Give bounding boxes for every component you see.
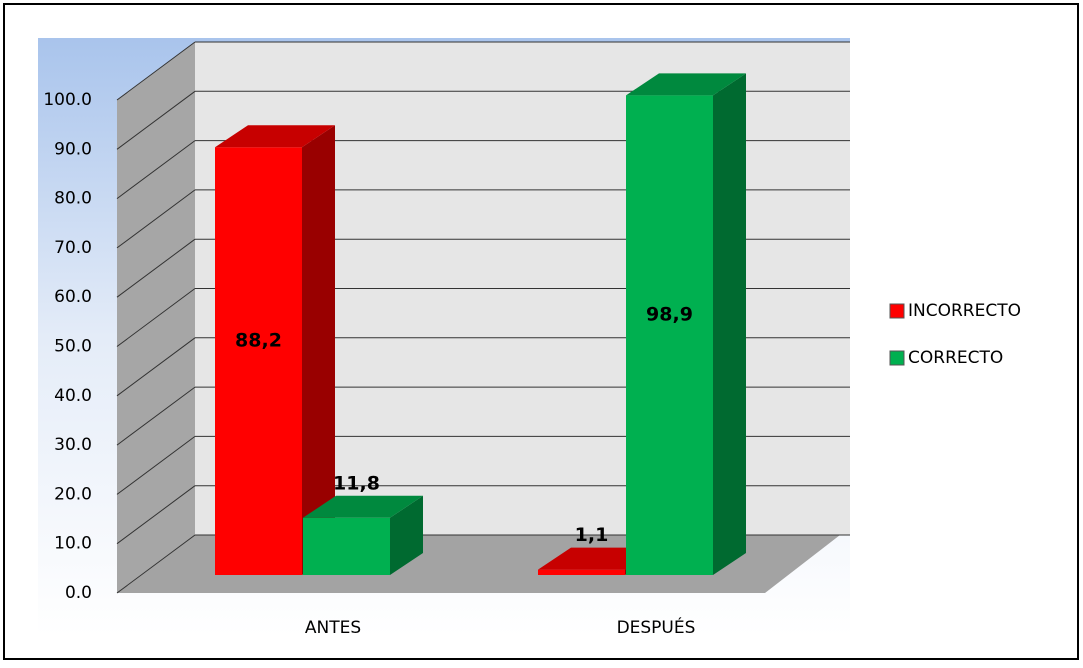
y-tick-label: 0.0 [65, 583, 92, 603]
grid-line-side [116, 485, 196, 545]
y-tick-label: 60.0 [54, 287, 92, 307]
grid-line-side [116, 386, 196, 446]
grid-line-side [116, 435, 196, 495]
x-tick-label: DESPUÉS [617, 616, 696, 638]
y-tick-label: 50.0 [54, 337, 92, 357]
data-label: 88,2 [235, 330, 282, 352]
y-tick-label: 30.0 [54, 435, 92, 455]
grid-line-side [116, 534, 196, 594]
legend-marker [889, 303, 905, 319]
legend-marker [889, 350, 905, 366]
grid-line-side [116, 238, 196, 298]
grid-line-side [116, 288, 196, 347]
bar-top [626, 73, 746, 96]
bar [626, 95, 713, 576]
y-tick-label: 100.0 [43, 90, 92, 110]
grid-line-side [116, 189, 196, 249]
y-tick-label: 10.0 [54, 534, 92, 554]
bar-side [302, 125, 335, 575]
y-tick-label: 40.0 [54, 386, 92, 406]
bar [303, 517, 390, 575]
data-label: 1,1 [575, 524, 609, 546]
legend-label: CORRECTO [908, 348, 1003, 368]
bar [538, 569, 625, 575]
bar [215, 147, 302, 576]
bar-side [390, 495, 423, 575]
grid-line-side [116, 90, 196, 150]
y-tick-label: 70.0 [54, 238, 92, 258]
bar-top [303, 495, 423, 518]
grid-line-side [116, 41, 196, 101]
bar-top [215, 125, 335, 148]
y-tick-label: 80.0 [54, 189, 92, 209]
bar-side [713, 73, 746, 576]
data-label: 11,8 [333, 472, 380, 494]
y-tick-label: 90.0 [54, 139, 92, 159]
grid-line-side [116, 337, 196, 397]
x-tick-label: ANTES [305, 618, 361, 638]
grid-line-side [116, 140, 196, 200]
data-label: 98,9 [646, 304, 693, 326]
y-tick-label: 20.0 [54, 484, 92, 504]
legend-label: INCORRECTO [908, 301, 1021, 321]
